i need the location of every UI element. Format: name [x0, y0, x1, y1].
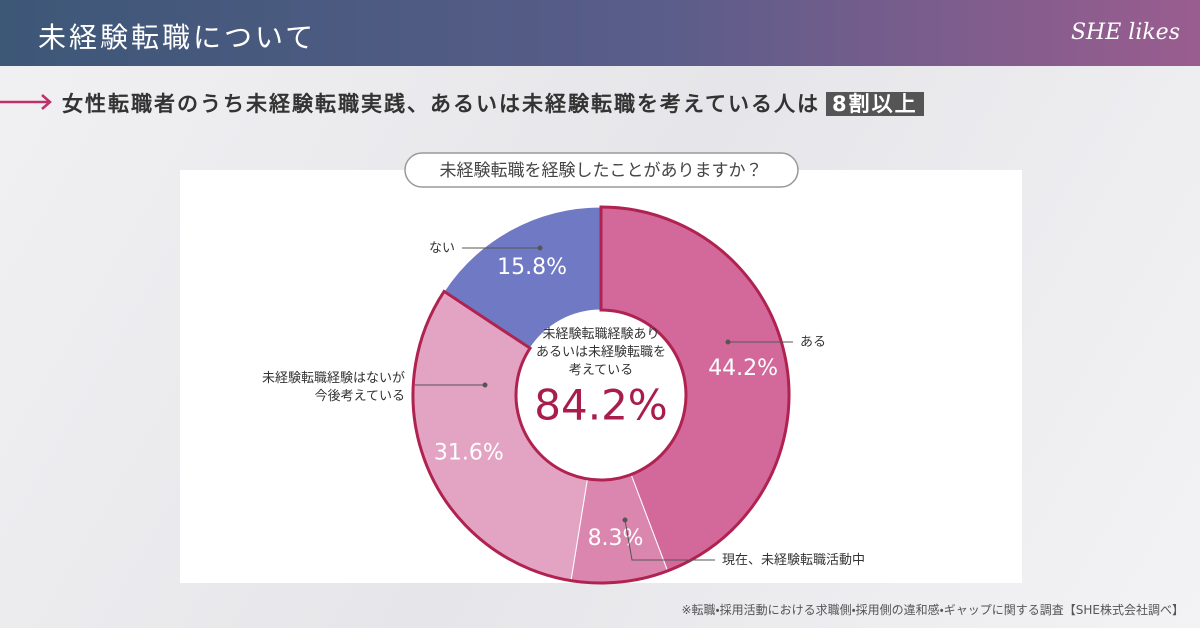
- page-title: 未経験転職について: [38, 21, 317, 54]
- donut-slice: [442, 206, 602, 350]
- highlight-outline: [411, 205, 791, 585]
- logo: SHE likes: [1070, 20, 1180, 45]
- value-label: 15.8%: [497, 255, 567, 280]
- center-text: 未経験転職経験ありあるいは未経験転職を考えている: [536, 327, 666, 378]
- header-bar: 未経験転職について SHE likes: [0, 0, 1200, 66]
- headline-text: 女性転職者のうち未経験転職実践、あるいは未経験転職を考えている人は: [62, 92, 820, 116]
- headline: 女性転職者のうち未経験転職実践、あるいは未経験転職を考えている人は 8割以上: [62, 88, 924, 118]
- leader-line: [624, 519, 715, 561]
- category-label: 現在、未経験転職活動中: [722, 553, 865, 568]
- leader-dot: [725, 339, 731, 345]
- category-label: ある: [800, 335, 826, 350]
- arrow-icon: [0, 94, 52, 110]
- center-value: 84.2%: [534, 381, 667, 430]
- leader-dot: [482, 382, 488, 388]
- value-label: 44.2%: [708, 356, 778, 381]
- category-label: ない: [429, 241, 455, 256]
- value-label: 31.6%: [434, 440, 504, 465]
- chart: 未経験転職を経験したことがありますか？ 44.2% 8.3% 31.6% 15.8% あ…: [262, 152, 865, 585]
- leader-dot: [622, 517, 628, 523]
- footnote: ※転職・採用活動における求職側・採用側の違和感・ギャップに関する調査【SHE株式…: [681, 603, 1184, 617]
- category-label: 未経験転職経験はないが今後考えている: [262, 371, 405, 404]
- leader-dot: [537, 245, 543, 251]
- value-label: 8.3%: [588, 526, 644, 551]
- chart-title: 未経験転職を経験したことがありますか？: [440, 161, 763, 181]
- question-pill: [404, 152, 799, 188]
- headline-highlight: 8割以上: [825, 92, 924, 116]
- center-hole: [518, 312, 684, 478]
